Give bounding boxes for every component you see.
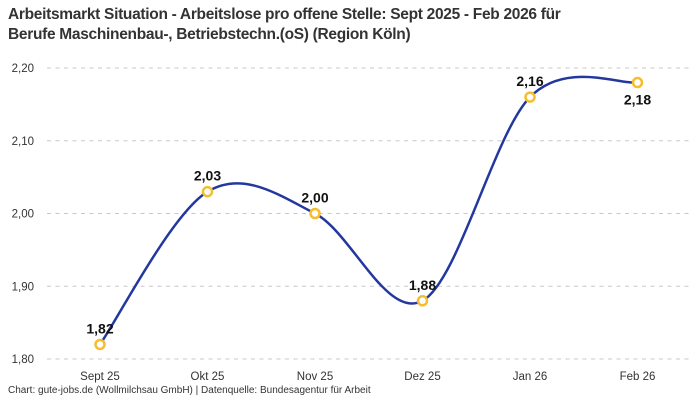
y-tick-label: 2,00 xyxy=(12,209,34,221)
data-point-label: 2,03 xyxy=(194,168,221,184)
data-point-label: 1,88 xyxy=(409,277,436,293)
data-point-marker xyxy=(524,91,536,103)
data-point-marker xyxy=(416,295,429,307)
data-point-label: 1,82 xyxy=(86,320,113,336)
chart-title-line-2: Berufe Maschinenbau-, Betriebstechn.(oS)… xyxy=(8,26,411,43)
x-tick-label: Sept 25 xyxy=(80,371,120,383)
data-point-label: 2,16 xyxy=(516,73,543,89)
data-point-marker xyxy=(201,185,214,198)
series-line xyxy=(98,75,639,346)
data-point-marker xyxy=(309,207,321,220)
y-tick-label: 2,20 xyxy=(12,63,34,75)
y-tick-label: 1,80 xyxy=(12,354,34,366)
chart-title-line-1: Arbeitsmarkt Situation - Arbeitslose pro… xyxy=(8,6,561,23)
data-point-label: 2,00 xyxy=(301,190,328,206)
y-tick-label: 1,90 xyxy=(12,281,34,293)
x-tick-label: Feb 26 xyxy=(620,371,656,383)
data-point-marker xyxy=(631,76,644,89)
x-tick-label: Dez 25 xyxy=(404,371,440,383)
x-tick-label: Nov 25 xyxy=(297,371,333,383)
data-point-marker xyxy=(94,338,106,351)
x-tick-label: Jan 26 xyxy=(513,371,548,383)
chart-attribution: Chart: gute-jobs.de (Wollmilchsau GmbH) … xyxy=(8,385,371,396)
x-tick-label: Okt 25 xyxy=(191,371,225,383)
y-tick-label: 2,10 xyxy=(12,136,34,148)
chart-title: Arbeitsmarkt Situation - Arbeitslose pro… xyxy=(8,5,561,45)
data-point-label: 2,18 xyxy=(624,92,651,108)
